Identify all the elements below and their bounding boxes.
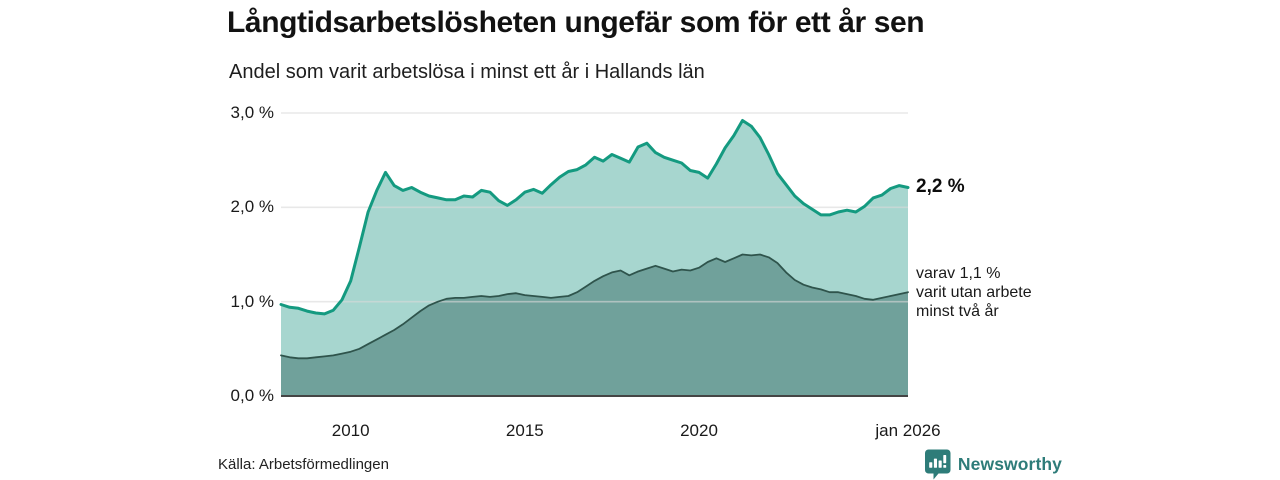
- annotation-line: varit utan arbete: [916, 284, 1032, 302]
- x-axis-tick-label: 2010: [331, 421, 370, 440]
- page-subtitle: Andel som varit arbetslösa i minst ett å…: [229, 61, 705, 83]
- logo-bar-short: [929, 462, 933, 468]
- newsworthy-logo[interactable]: Newsworthy: [924, 449, 1062, 480]
- logo-bar-medium: [938, 460, 942, 468]
- secondary-series-annotation: varav 1,1 % varit utan arbete minst två …: [916, 264, 1032, 321]
- y-axis-tick-label: 3,0 %: [230, 103, 274, 122]
- series-end-value-label: 2,2 %: [916, 175, 965, 197]
- source-attribution: Källa: Arbetsförmedlingen: [218, 456, 389, 473]
- y-axis-tick-label: 2,0 %: [230, 197, 274, 217]
- x-axis-tick-label: 2020: [680, 421, 718, 440]
- page-title: Långtidsarbetslösheten ungefär som för e…: [227, 6, 925, 39]
- logo-bubble-shape: [924, 449, 951, 480]
- line-unemployed-1yr: [279, 119, 910, 316]
- x-axis-tick-label: jan 2026: [875, 421, 941, 440]
- annotation-line: varav 1,1 %: [916, 265, 1001, 283]
- y-axis-tick-label: 0,0 %: [230, 386, 274, 405]
- logo-bar-tall: [933, 458, 937, 468]
- line-unemployed-2yr: [280, 253, 909, 360]
- newsworthy-logo-text: Newsworthy: [957, 454, 1062, 474]
- newsworthy-logo-icon: [924, 449, 951, 480]
- area-unemployed-2yr: [281, 254, 908, 396]
- x-axis-tick-label: 2015: [505, 421, 544, 440]
- logo-exclamation-bar: [943, 455, 947, 464]
- annotation-line: minst två år: [916, 303, 999, 321]
- y-axis-tick-label: 1,0 %: [230, 291, 274, 311]
- logo-exclamation-dot: [943, 465, 947, 468]
